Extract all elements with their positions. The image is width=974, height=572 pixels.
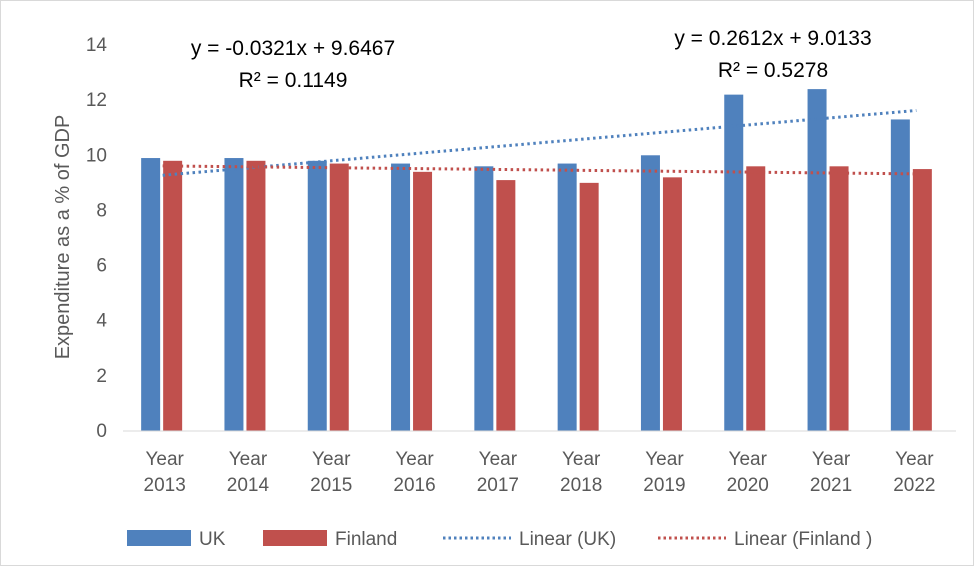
x-tick-label: 2020 [727,475,769,496]
series-uk [141,89,910,432]
y-axis-ticks: 0 2 4 6 8 10 12 14 [86,35,108,442]
bar-uk-0 [141,158,161,432]
legend: UK Finland Linear (UK) Linear (Finland ) [127,529,872,550]
trendline-r2-finland: R² = 0.1149 [239,69,348,92]
legend-swatch-finland [263,530,327,546]
trendline-label-uk: y = 0.2612x + 9.0133 R² = 0.5278 [674,27,871,82]
y-tick-label: 12 [86,90,107,111]
bar-finland-5 [579,182,599,431]
x-tick-label: Year [895,449,934,470]
legend-swatch-uk [127,530,191,546]
x-tick-label: Year [479,449,518,470]
legend-label-linear-finland: Linear (Finland ) [734,529,872,550]
trendline-uk [162,108,917,177]
bar-uk-1 [224,158,244,432]
x-tick-label: 2016 [393,475,435,496]
trendline-equation-uk: y = 0.2612x + 9.0133 [674,27,871,50]
y-tick-label: 6 [96,256,107,277]
trendlines [162,108,917,177]
x-tick-label: 2021 [810,475,852,496]
y-tick-label: 8 [96,200,107,221]
y-tick-label: 10 [86,145,107,166]
x-tick-label: 2015 [310,475,352,496]
x-tick-label: 2019 [643,475,685,496]
trendline-equation-finland: y = -0.0321x + 9.6467 [191,37,395,60]
bar-uk-5 [557,163,577,432]
legend-label-finland: Finland [335,529,397,550]
x-tick-label: 2017 [477,475,519,496]
series-finland [163,160,932,432]
x-tick-label: 2014 [227,475,270,496]
x-axis-ticks: Year 2013 Year 2014 Year 2015 Year 2016 Year 2017… [144,449,936,496]
y-axis-title: Expenditure as a % of GDP [52,115,74,360]
trendline-label-finland: y = -0.0321x + 9.6467 R² = 0.1149 [191,37,395,92]
x-tick-label: Year [812,449,851,470]
y-tick-label: 4 [96,311,107,332]
x-tick-label: Year [729,449,768,470]
x-tick-label: Year [145,449,184,470]
bar-uk-8 [807,89,827,431]
bar-finland-1 [246,160,266,432]
bar-finland-0 [163,160,183,432]
bar-finland-9 [912,169,932,432]
legend-item-linear-uk: Linear (UK) [443,529,616,550]
bars [141,89,932,432]
bar-finland-8 [829,166,849,432]
y-tick-label: 0 [96,421,107,442]
x-tick-label: Year [312,449,351,470]
legend-item-linear-finland: Linear (Finland ) [658,529,872,550]
bar-uk-9 [890,119,910,431]
trendline-finland [162,164,917,176]
bar-uk-3 [391,163,411,432]
legend-label-uk: UK [199,529,226,550]
legend-label-linear-uk: Linear (UK) [519,529,616,550]
x-tick-label: Year [562,449,601,470]
x-tick-label: 2018 [560,475,602,496]
x-tick-label: Year [645,449,684,470]
y-tick-label: 2 [96,366,107,387]
x-tick-label: 2022 [893,475,935,496]
bar-finland-6 [662,177,682,431]
x-tick-label: Year [395,449,434,470]
bar-finland-2 [329,163,349,432]
bar-uk-6 [640,155,660,432]
bar-finland-3 [413,171,433,432]
x-tick-label: Year [229,449,268,470]
legend-item-uk: UK [127,529,226,550]
y-tick-label: 14 [86,35,108,56]
bar-finland-4 [496,180,516,431]
x-tick-label: 2013 [144,475,186,496]
legend-item-finland: Finland [263,529,397,550]
bar-uk-2 [307,160,327,432]
bar-uk-4 [474,166,494,432]
bar-uk-7 [724,94,744,431]
bar-finland-7 [746,166,766,432]
trendline-r2-uk: R² = 0.5278 [718,59,828,82]
